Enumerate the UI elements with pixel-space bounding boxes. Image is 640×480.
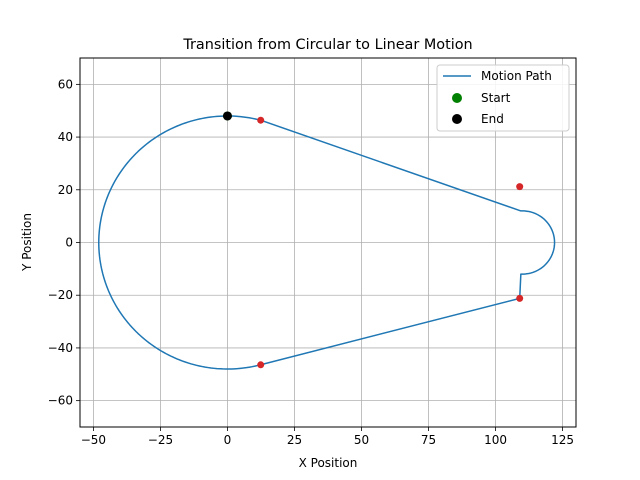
legend-label-start: Start [481,91,511,105]
y-tick-label: 40 [58,130,73,144]
y-tick-label: 20 [58,183,73,197]
ticks: −50 −25 0 25 50 75 100 125 −60 −40 −20 0 20 40 60 [48,77,574,447]
tangent-point-marker [516,183,524,191]
x-tick-label: 50 [354,433,369,447]
motion-path-line [98,115,556,370]
y-tick-label: 60 [58,77,73,91]
x-tick-label: 100 [484,433,507,447]
end-point-marker [222,111,232,121]
x-tick-label: −50 [81,433,106,447]
legend-box [436,64,570,132]
legend-start-marker-icon [452,93,462,103]
legend-label-motion-path: Motion Path [481,69,552,83]
motion-path-series [98,115,556,370]
legend-label-end: End [481,112,504,126]
tangent-point-marker [257,116,265,124]
chart-title: Transition from Circular to Linear Motio… [182,37,472,53]
y-tick-label: −60 [48,394,73,408]
y-axis-label: Y Position [20,213,34,272]
y-tick-label: −40 [48,341,73,355]
x-tick-label: 125 [551,433,574,447]
markers [222,111,524,369]
x-tick-label: 75 [421,433,436,447]
x-axis-label: X Position [299,456,358,470]
y-tick-label: −20 [48,288,73,302]
tangent-point-marker [257,361,265,369]
y-tick-label: 0 [65,236,73,250]
x-tick-label: 25 [287,433,302,447]
tangent-point-marker [516,294,524,302]
x-tick-label: 0 [224,433,232,447]
legend-end-marker-icon [452,114,462,124]
legend: Motion Path Start End [436,64,570,132]
x-tick-label: −25 [148,433,173,447]
